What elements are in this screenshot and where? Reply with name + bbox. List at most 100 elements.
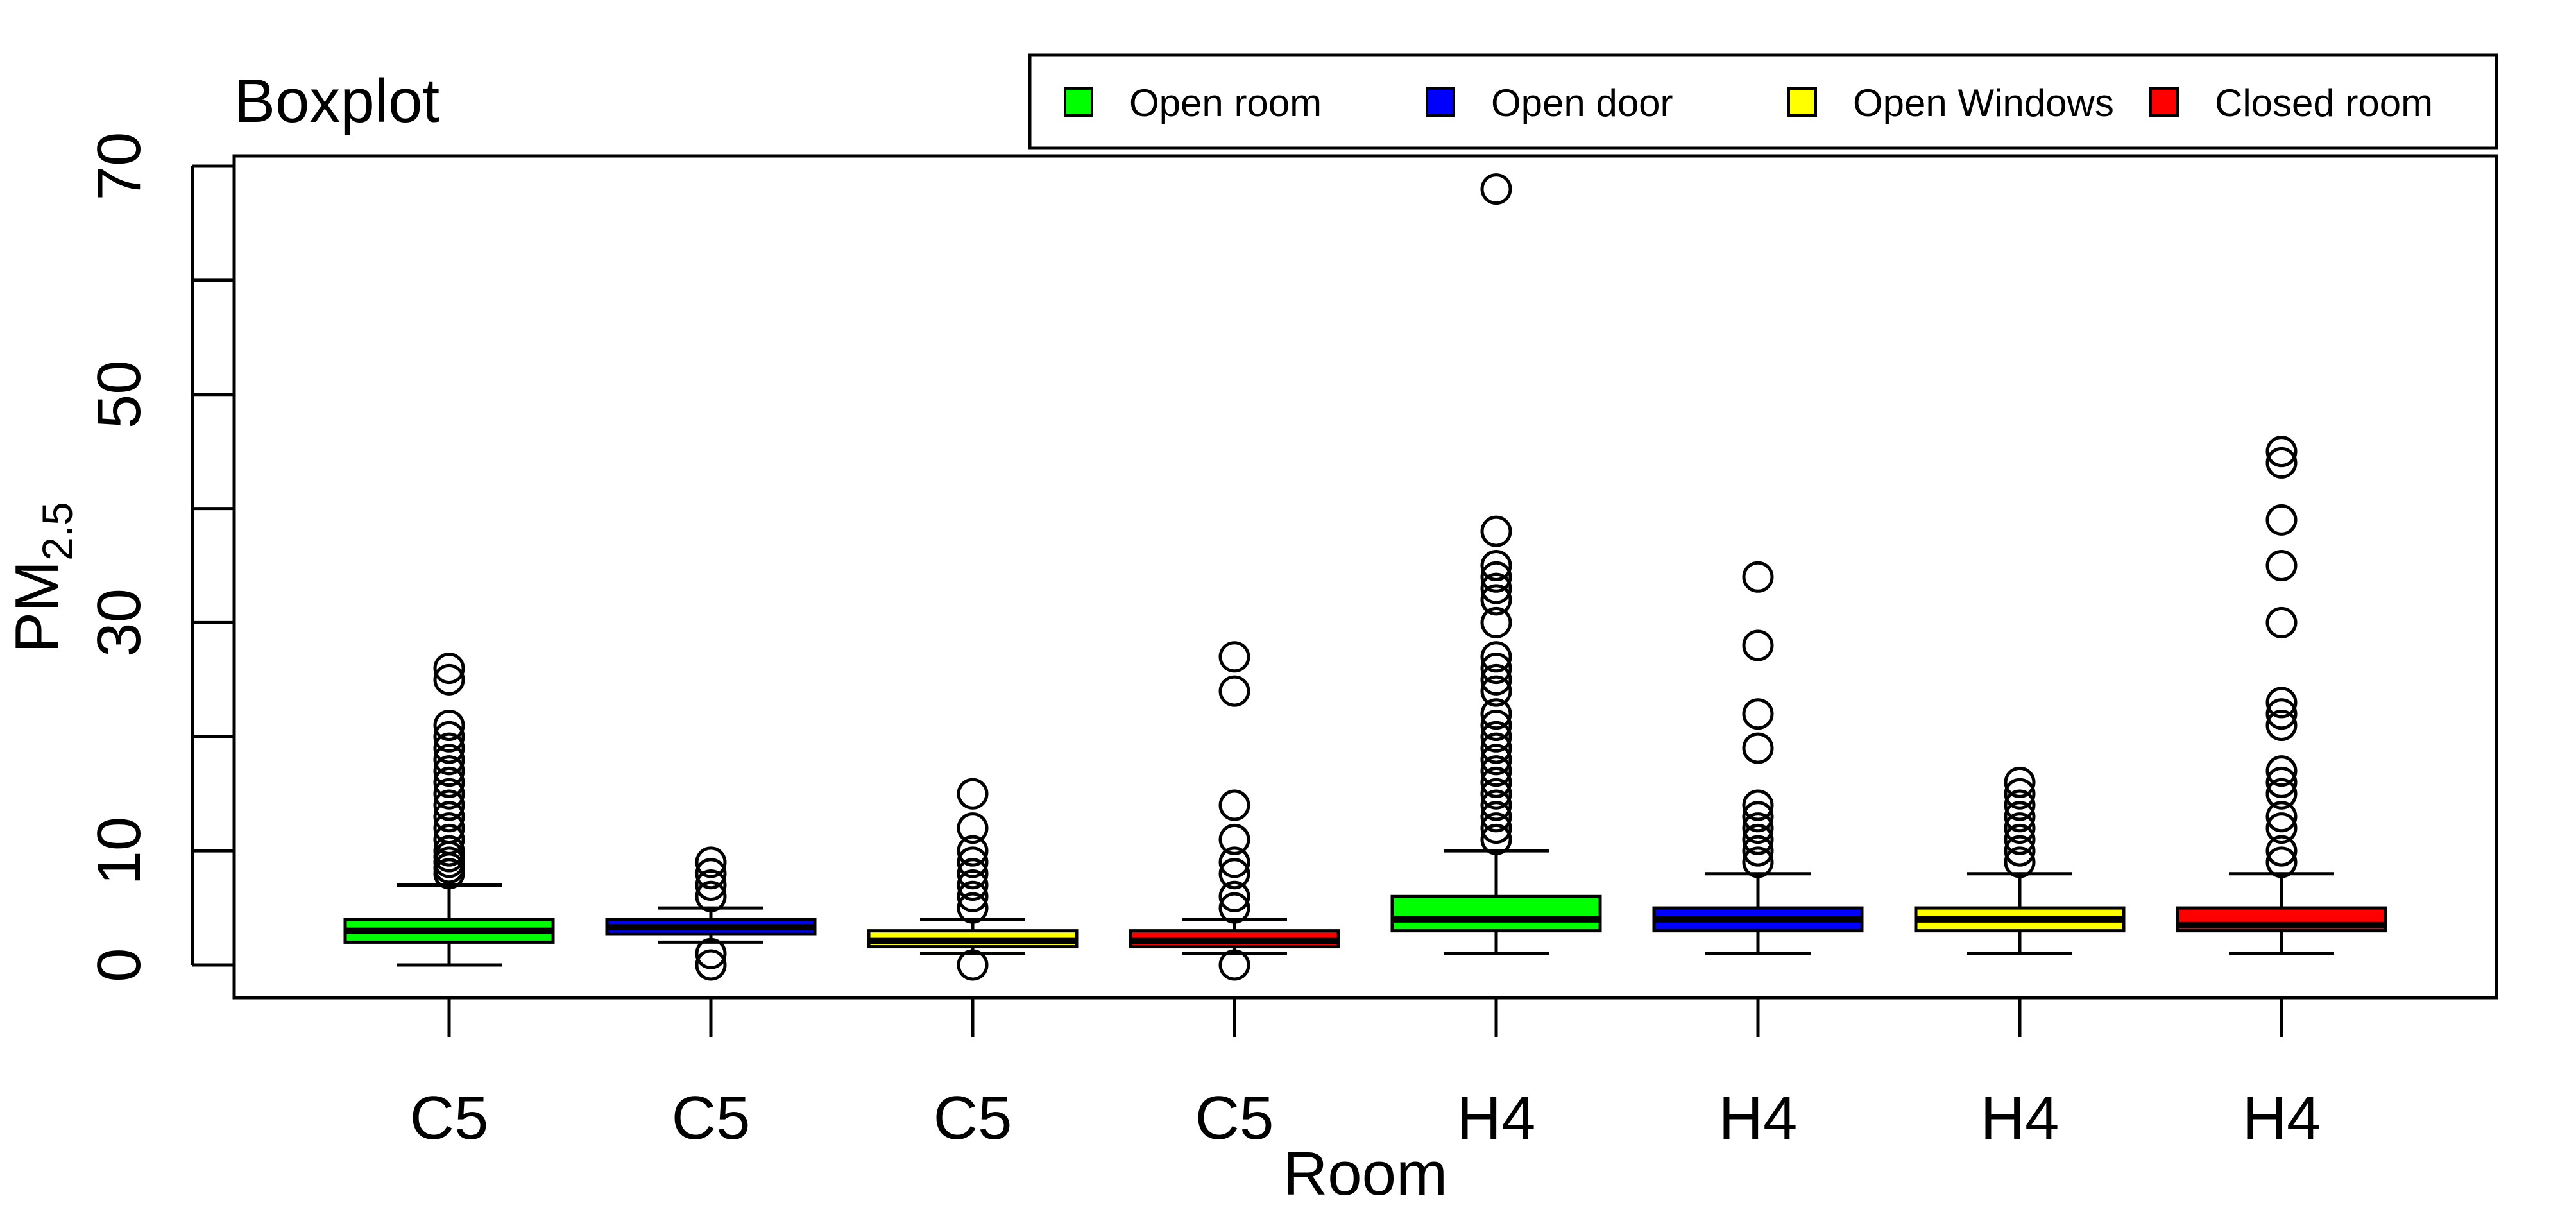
y-tick-label: 0 bbox=[85, 948, 153, 982]
y-tick-label: 30 bbox=[85, 588, 153, 657]
plot-frame bbox=[232, 154, 2498, 1000]
outlier-point bbox=[2004, 812, 2036, 844]
y-axis: 0 10 30 50 70 bbox=[85, 132, 234, 982]
outlier-point bbox=[1480, 515, 1512, 547]
outlier-point bbox=[2265, 550, 2298, 581]
legend-label: Open door bbox=[1491, 81, 1673, 124]
outlier-point bbox=[433, 823, 465, 855]
legend-label: Open room bbox=[1129, 81, 1322, 124]
outlier-point bbox=[2004, 846, 2036, 878]
outlier-point bbox=[1742, 801, 1774, 833]
outlier-point bbox=[2265, 710, 2298, 741]
outlier-point bbox=[1218, 949, 1250, 981]
outlier-point bbox=[1480, 732, 1512, 764]
outlier-point bbox=[433, 789, 465, 821]
outlier-point bbox=[1480, 653, 1512, 685]
chart-title: Boxplot bbox=[234, 67, 439, 135]
outlier-point bbox=[695, 858, 727, 890]
outlier-point bbox=[2004, 778, 2036, 810]
box-group bbox=[867, 778, 1079, 981]
legend-entry: Open Windows bbox=[1787, 81, 2114, 124]
outlier-point bbox=[2265, 812, 2298, 844]
outlier-point bbox=[1218, 892, 1250, 924]
outlier-point bbox=[957, 880, 989, 912]
outlier-point bbox=[2265, 846, 2298, 878]
boxes-layer bbox=[343, 173, 2387, 981]
outlier-point bbox=[1218, 641, 1250, 673]
x-tick-label: H4 bbox=[1981, 1084, 2060, 1152]
legend-entry: Closed room bbox=[2149, 81, 2433, 124]
outlier-point bbox=[1480, 572, 1512, 604]
legend-frame bbox=[1028, 53, 2498, 150]
outlier-point bbox=[1742, 846, 1774, 878]
x-tick-label: H4 bbox=[1719, 1084, 1798, 1152]
y-tick-label: 50 bbox=[85, 360, 153, 429]
outlier-point bbox=[1480, 789, 1512, 821]
legend-label: Open Windows bbox=[1853, 81, 2114, 124]
y-axis-title-base: PM bbox=[3, 561, 71, 653]
outlier-point bbox=[433, 778, 465, 810]
outlier-point bbox=[957, 858, 989, 890]
y-tick-label: 70 bbox=[85, 132, 153, 201]
legend-label: Closed room bbox=[2215, 81, 2433, 124]
outlier-point bbox=[1480, 744, 1512, 776]
outlier-point bbox=[2265, 698, 2298, 730]
legend-entry: Open door bbox=[1426, 81, 1673, 124]
y-axis-title: PM2.5 bbox=[3, 502, 81, 653]
box-group bbox=[1390, 173, 1602, 955]
x-tick-label: H4 bbox=[2242, 1084, 2321, 1152]
outlier-point bbox=[1742, 812, 1774, 844]
outlier-point bbox=[695, 869, 727, 901]
box-group bbox=[1129, 641, 1340, 981]
x-tick-label: C5 bbox=[672, 1084, 751, 1152]
outlier-point bbox=[1218, 823, 1250, 855]
legend-entry: Open room bbox=[1064, 81, 1322, 124]
outlier-point bbox=[2265, 755, 2298, 787]
box-iqr bbox=[1390, 894, 1602, 933]
outlier-point bbox=[957, 778, 989, 810]
outlier-point bbox=[1218, 858, 1250, 890]
y-axis-title-subscript: 2.5 bbox=[33, 502, 81, 561]
legend-swatch bbox=[1787, 87, 1817, 117]
outlier-point bbox=[1742, 629, 1774, 661]
outlier-point bbox=[433, 801, 465, 833]
x-tick-label: C5 bbox=[410, 1084, 489, 1152]
outlier-point bbox=[1480, 675, 1512, 707]
legend-swatch bbox=[1426, 87, 1455, 117]
outlier-point bbox=[1480, 584, 1512, 616]
outlier-point bbox=[957, 869, 989, 901]
outlier-point bbox=[1480, 710, 1512, 741]
outlier-point bbox=[1480, 778, 1512, 810]
outlier-point bbox=[1480, 550, 1512, 581]
x-tick-label: H4 bbox=[1457, 1084, 1536, 1152]
outlier-point bbox=[2265, 778, 2298, 810]
y-tick-label: 10 bbox=[85, 817, 153, 885]
outlier-point bbox=[1480, 173, 1512, 205]
outlier-point bbox=[2265, 687, 2298, 719]
x-axis-title: Room bbox=[1283, 1139, 1447, 1208]
outlier-point bbox=[1480, 823, 1512, 855]
outlier-point bbox=[2265, 447, 2298, 479]
box-group bbox=[2176, 436, 2387, 955]
box-group bbox=[1652, 561, 1864, 955]
box-group bbox=[605, 846, 817, 981]
outlier-point bbox=[1742, 732, 1774, 764]
outlier-point bbox=[2265, 606, 2298, 638]
outlier-point bbox=[1480, 698, 1512, 730]
outlier-point bbox=[957, 949, 989, 981]
outlier-point bbox=[433, 812, 465, 844]
outlier-point bbox=[1218, 789, 1250, 821]
outlier-point bbox=[957, 812, 989, 844]
outlier-point bbox=[957, 892, 989, 924]
outlier-point bbox=[1480, 721, 1512, 753]
outlier-point bbox=[1742, 835, 1774, 867]
outlier-point bbox=[2265, 766, 2298, 798]
outlier-point bbox=[1742, 823, 1774, 855]
legend: Open room Open door Open Windows Closed roo… bbox=[1028, 53, 2498, 150]
outlier-point bbox=[1480, 755, 1512, 787]
legend-swatch bbox=[2149, 87, 2179, 117]
outlier-point bbox=[433, 663, 465, 696]
outlier-point bbox=[1480, 641, 1512, 673]
outlier-point bbox=[1480, 561, 1512, 593]
